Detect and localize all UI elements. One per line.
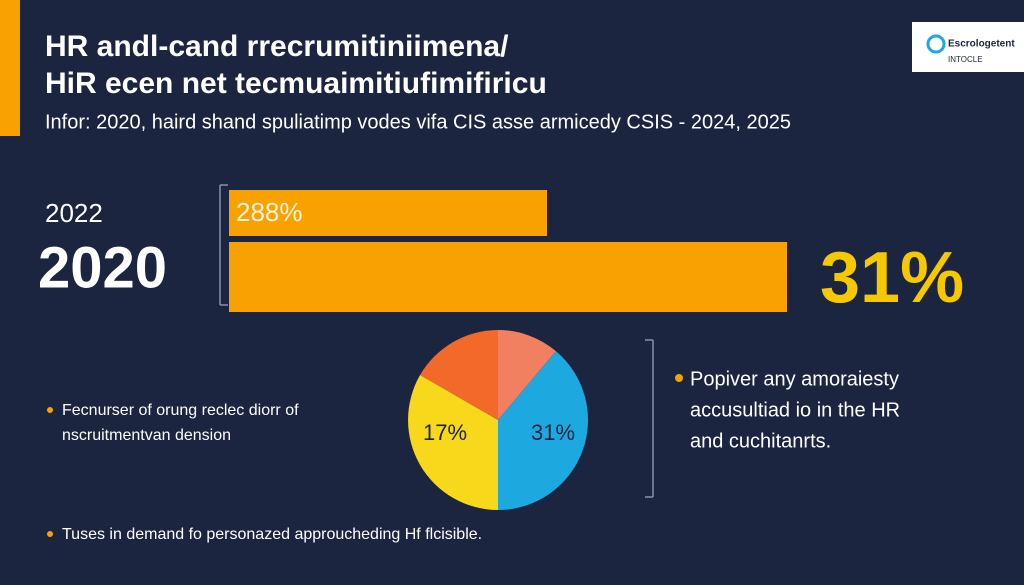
bullet-text: accusultiad io in the HR [690, 399, 900, 421]
bullet-text: Fecnurser of orung reclec diorr of [62, 402, 299, 419]
bar-label: 31% [820, 238, 964, 318]
logo-tagline: INTOCLE [948, 55, 983, 64]
title-line: HR andl-cand rrecrumitiniimena/ [45, 30, 509, 63]
bullet-dot [675, 374, 683, 382]
bullet-text: Popiver any amoraiesty [690, 368, 899, 390]
bullet-text: and cuchitanrts. [690, 430, 831, 452]
accent-stripe [0, 0, 20, 136]
pie-slice [408, 375, 498, 510]
year-label: 2022 [45, 198, 103, 228]
bullet-text: Tuses in demand fo personazed approuched… [62, 526, 482, 543]
title-line: HiR ecen net tecmuaimitiufimifiricu [45, 67, 547, 100]
bullet-dot [47, 531, 53, 537]
pie-slice [498, 330, 556, 420]
bullet-text: nscruitmentvan dension [62, 427, 231, 444]
year-label: 2020 [38, 235, 167, 300]
bar [229, 190, 547, 236]
bar-label: 288% [236, 197, 303, 227]
pie-label: 31% [531, 420, 575, 445]
pie-slice [420, 330, 498, 420]
subtitle: Infor: 2020, haird shand spuliatimp vode… [45, 111, 791, 133]
logo-name: Escrologetent [948, 39, 1015, 50]
pie-label: 17% [423, 420, 467, 445]
logo-box [912, 22, 1024, 72]
bullet-dot [47, 407, 53, 413]
logo-icon [926, 34, 946, 54]
pie-slice [498, 351, 588, 510]
bar [229, 242, 787, 312]
